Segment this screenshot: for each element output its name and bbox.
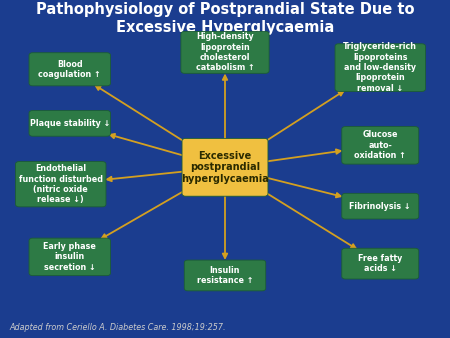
Text: Endothelial
function disturbed
(nitric oxide
release ↓): Endothelial function disturbed (nitric o… xyxy=(19,164,103,204)
Text: High-density
lipoprotein
cholesterol
catabolism ↑: High-density lipoprotein cholesterol cat… xyxy=(196,32,254,72)
Text: Early phase
insulin
secretion ↓: Early phase insulin secretion ↓ xyxy=(43,242,96,272)
Text: Excessive
postprandial
hyperglycaemia: Excessive postprandial hyperglycaemia xyxy=(181,151,269,184)
FancyBboxPatch shape xyxy=(29,111,111,136)
FancyBboxPatch shape xyxy=(342,193,418,219)
FancyBboxPatch shape xyxy=(184,260,266,291)
Text: Plaque stability ↓: Plaque stability ↓ xyxy=(30,119,110,128)
Text: Adapted from Ceriello A. Diabetes Care. 1998;19:257.: Adapted from Ceriello A. Diabetes Care. … xyxy=(9,323,225,332)
Text: Pathophysiology of Postprandial State Due to
Excessive Hyperglycaemia: Pathophysiology of Postprandial State Du… xyxy=(36,2,414,35)
FancyBboxPatch shape xyxy=(182,139,268,196)
Text: Triglyceride-rich
lipoproteins
and low-density
lipoprotein
removal ↓: Triglyceride-rich lipoproteins and low-d… xyxy=(343,42,417,93)
FancyBboxPatch shape xyxy=(16,162,106,207)
Text: Free fatty
acids ↓: Free fatty acids ↓ xyxy=(358,254,402,273)
Text: Fibrinolysis ↓: Fibrinolysis ↓ xyxy=(350,202,411,211)
FancyBboxPatch shape xyxy=(29,53,111,86)
FancyBboxPatch shape xyxy=(29,238,111,276)
FancyBboxPatch shape xyxy=(342,127,418,164)
Text: Insulin
resistance ↑: Insulin resistance ↑ xyxy=(197,266,253,285)
Text: Blood
coagulation ↑: Blood coagulation ↑ xyxy=(38,59,101,79)
Text: Glucose
auto-
oxidation ↑: Glucose auto- oxidation ↑ xyxy=(354,130,406,160)
FancyBboxPatch shape xyxy=(335,44,426,91)
FancyBboxPatch shape xyxy=(342,248,418,279)
FancyBboxPatch shape xyxy=(181,31,269,73)
